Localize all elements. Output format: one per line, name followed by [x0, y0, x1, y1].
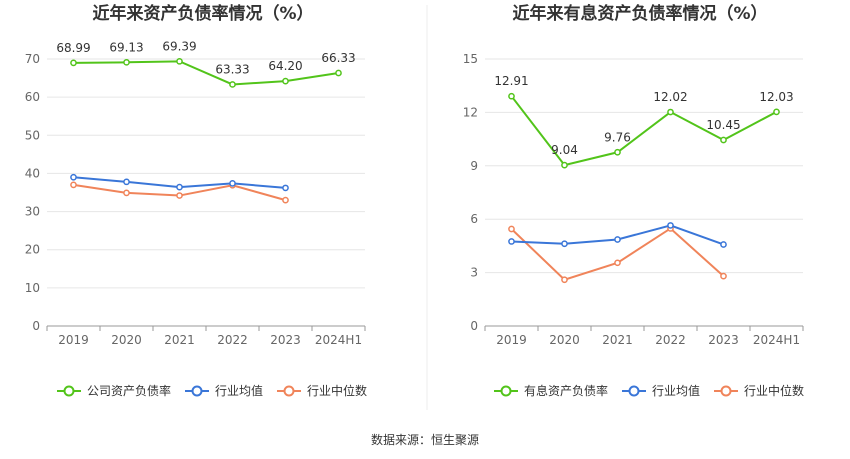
x-tick-label: 2023	[270, 333, 301, 347]
x-tick-label: 2019	[58, 333, 89, 347]
y-tick-label: 70	[25, 52, 40, 66]
data-point	[70, 59, 77, 67]
data-point	[123, 189, 130, 197]
y-tick-label: 20	[25, 243, 40, 257]
legend-label: 有息资产负债率	[524, 383, 608, 398]
data-point	[282, 196, 289, 204]
data-point	[70, 173, 77, 181]
series-line	[73, 60, 339, 86]
data-point	[614, 236, 621, 243]
data-point	[508, 238, 515, 245]
x-tick-label: 2022	[217, 333, 248, 347]
y-tick-label: 0	[470, 319, 478, 333]
data-label: 10.45	[706, 118, 740, 132]
legend-marker-icon	[628, 385, 640, 397]
y-tick-label: 60	[25, 90, 40, 104]
legend-marker-icon	[500, 385, 512, 397]
data-point	[282, 184, 289, 192]
legend-label: 行业中位数	[307, 383, 367, 398]
data-label: 9.04	[551, 143, 578, 157]
x-tick-label: 2024H1	[315, 333, 362, 347]
data-point	[123, 58, 130, 66]
data-label: 9.76	[604, 130, 631, 144]
x-tick-label: 2019	[496, 333, 527, 347]
data-label: 69.13	[109, 40, 143, 54]
data-point	[561, 161, 568, 169]
data-point	[720, 272, 727, 280]
data-point	[667, 222, 674, 229]
data-label: 12.91	[494, 74, 528, 88]
legend-marker-icon	[191, 385, 203, 397]
x-tick-label: 2023	[708, 333, 739, 347]
x-tick-label: 2024H1	[753, 333, 800, 347]
data-point	[720, 136, 727, 144]
x-tick-label: 2021	[164, 333, 195, 347]
data-point	[70, 181, 77, 189]
data-point	[176, 192, 183, 199]
y-tick-label: 40	[25, 166, 40, 180]
data-label: 68.99	[56, 41, 90, 55]
data-point	[123, 178, 130, 186]
x-tick-label: 2020	[549, 333, 580, 347]
data-label: 12.02	[653, 90, 687, 104]
data-point	[614, 259, 621, 267]
legend-label: 行业中位数	[744, 383, 804, 398]
data-point	[176, 183, 183, 191]
x-tick-label: 2020	[111, 333, 142, 347]
legend-label: 行业均值	[215, 383, 263, 398]
data-point	[282, 77, 289, 85]
data-point	[335, 69, 342, 77]
legend-marker-icon	[63, 385, 75, 397]
legend-label: 公司资产负债率	[87, 383, 171, 398]
legend-marker-icon	[283, 385, 295, 397]
series-line	[510, 95, 777, 167]
data-point	[561, 240, 568, 248]
data-point	[720, 241, 727, 248]
y-tick-label: 6	[470, 212, 478, 226]
y-tick-label: 3	[470, 266, 478, 280]
y-tick-label: 12	[463, 105, 478, 119]
data-source-note: 数据来源：恒生聚源	[371, 432, 479, 447]
data-point	[508, 225, 515, 233]
data-label: 64.20	[268, 59, 302, 73]
data-point	[773, 108, 780, 116]
data-point	[229, 81, 236, 88]
data-point	[614, 148, 621, 156]
debt-ratio-chart: 近年来资产负债率情况（%） 0 10 20 30 40 50 60 70 2019 2020 2021…	[25, 3, 367, 398]
legend-label: 行业均值	[652, 383, 700, 398]
y-tick-label: 15	[463, 52, 478, 66]
data-point	[561, 276, 568, 284]
chart-title: 近年来资产负债率情况（%）	[92, 3, 313, 24]
data-point	[229, 179, 236, 187]
y-tick-label: 50	[25, 128, 40, 142]
y-tick-label: 10	[25, 281, 40, 295]
data-point	[508, 92, 515, 100]
data-label: 12.03	[759, 90, 793, 104]
interest-bearing-debt-ratio-chart: 近年来有息资产负债率情况（%） 0 3 6 9 12 15 2019 2020 2021 2022 2…	[463, 3, 804, 398]
data-label: 69.39	[162, 39, 196, 53]
data-label: 66.33	[321, 51, 355, 65]
chart-title: 近年来有息资产负债率情况（%）	[512, 3, 767, 24]
data-point	[176, 57, 183, 65]
y-tick-label: 30	[25, 205, 40, 219]
data-point	[667, 108, 674, 116]
x-tick-label: 2021	[602, 333, 633, 347]
data-label: 63.33	[215, 62, 249, 76]
x-tick-label: 2022	[655, 333, 686, 347]
legend-marker-icon	[720, 385, 732, 397]
y-tick-label: 0	[32, 319, 40, 333]
y-tick-label: 9	[470, 159, 478, 173]
